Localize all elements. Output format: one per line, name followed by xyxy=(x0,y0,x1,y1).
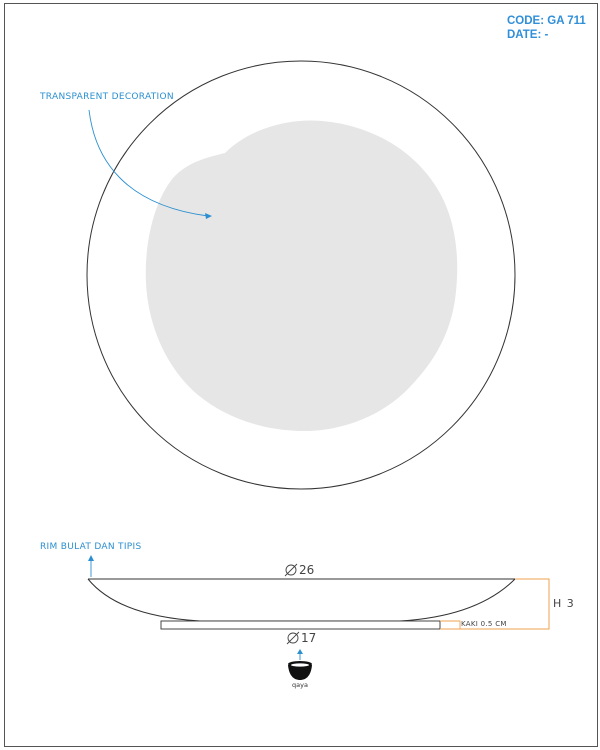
brand-pointer-arrowhead xyxy=(297,649,303,654)
drawing-date: DATE: - xyxy=(507,29,549,41)
height-dimension-label: H 3 xyxy=(553,597,575,610)
decoration-leader-arrowhead xyxy=(205,213,212,219)
plate-foot-ring xyxy=(160,620,441,630)
brand-wordmark: qaya xyxy=(292,681,308,689)
qaya-logo-icon xyxy=(288,661,312,680)
foot-height-dimension-bracket xyxy=(440,620,461,629)
diameter-symbol-top xyxy=(284,563,298,577)
top-diameter-value: 26 xyxy=(299,563,315,577)
rim-note: RIM BULAT DAN TIPIS xyxy=(40,542,142,552)
plate-top-view-outline xyxy=(86,60,516,490)
drawing-code-block: CODE: GA 711 DATE: - xyxy=(507,14,586,42)
foot-height-label: KAKI 0.5 CM xyxy=(461,620,507,628)
foot-diameter-value: 17 xyxy=(301,631,317,645)
product-code: CODE: GA 711 xyxy=(507,15,586,27)
height-dimension-bracket xyxy=(440,578,550,630)
plate-side-profile xyxy=(87,578,516,622)
transparent-decoration-shape xyxy=(145,120,458,432)
decoration-leader-line xyxy=(88,109,209,217)
decoration-note: TRANSPARENT DECORATION xyxy=(40,92,174,102)
diameter-symbol-foot xyxy=(286,631,300,645)
sheet-border xyxy=(4,3,598,747)
rim-leader-arrowhead xyxy=(88,555,94,561)
